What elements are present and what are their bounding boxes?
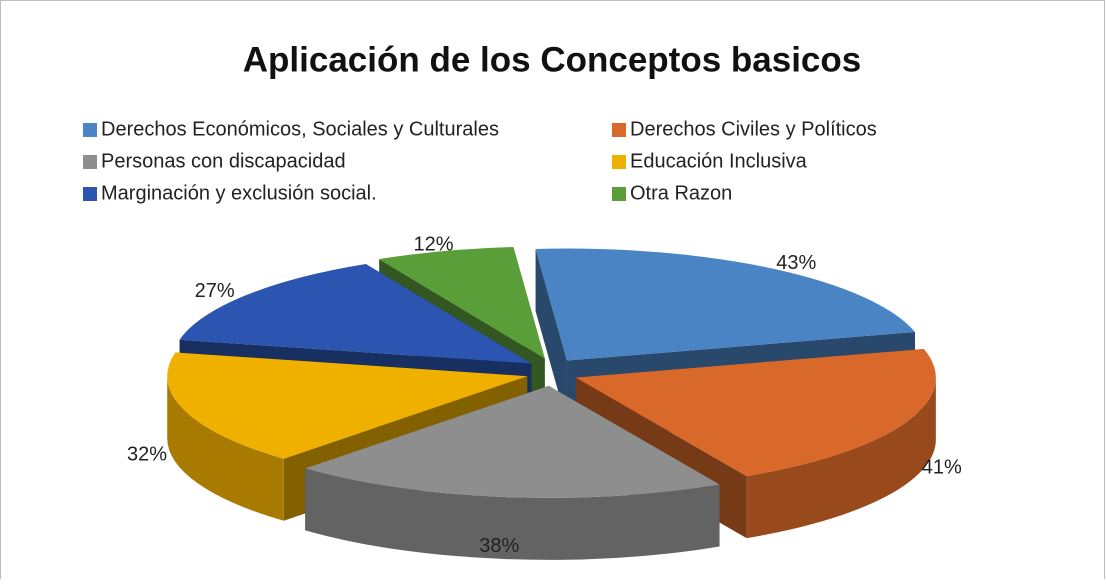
legend-label: Derechos Económicos, Sociales y Cultural… xyxy=(101,118,499,140)
slice-wall xyxy=(167,376,284,521)
pie xyxy=(167,246,936,560)
legend-swatch xyxy=(612,123,626,137)
slice-wall xyxy=(746,377,936,539)
slice-top xyxy=(575,348,936,477)
chart-title: Aplicación de los Conceptos basicos xyxy=(243,40,861,79)
slice-top xyxy=(379,246,545,359)
data-label: 41% xyxy=(922,456,962,478)
legend-swatch xyxy=(83,187,97,201)
legend-swatch xyxy=(612,155,626,169)
legend-label: Otra Razon xyxy=(630,182,732,204)
data-label: 38% xyxy=(479,535,519,557)
slice-side xyxy=(535,248,567,423)
legend-label: Marginación y exclusión social. xyxy=(101,182,377,204)
slice-top xyxy=(167,352,528,459)
legend-swatch xyxy=(612,187,626,201)
data-label: 43% xyxy=(776,252,816,274)
legend-swatch xyxy=(83,123,97,137)
data-label: 32% xyxy=(127,444,167,466)
data-label: 27% xyxy=(195,280,235,302)
slice-wall xyxy=(305,468,720,560)
slice xyxy=(305,385,720,560)
legend-label: Educación Inclusiva xyxy=(630,150,808,172)
slice-top xyxy=(305,385,720,498)
legend-label: Derechos Civiles y Políticos xyxy=(630,118,877,140)
legend-swatch xyxy=(83,155,97,169)
legend-label: Personas con discapacidad xyxy=(101,150,346,172)
data-label: 12% xyxy=(414,233,454,255)
slice-top xyxy=(179,264,532,364)
slice-top xyxy=(535,248,916,361)
